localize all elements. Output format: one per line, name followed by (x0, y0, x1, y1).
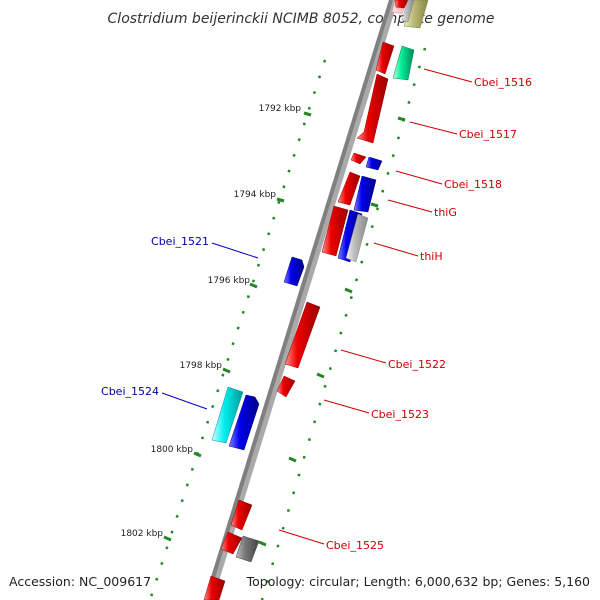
label-cbei-1522[interactable]: Cbei_1522 (388, 358, 446, 371)
leader-cbei-1518 (395, 170, 443, 185)
leader-cbei-1522 (340, 349, 387, 364)
gene-cbei-1516-teal[interactable] (392, 45, 415, 81)
gene-cbei-1524-blue[interactable] (228, 394, 260, 451)
gene-thih-red[interactable] (321, 205, 349, 257)
map-title: Clostridium beijerinckii NCIMB 8052, com… (108, 11, 495, 27)
leader-cbei-1516 (423, 68, 473, 83)
gene-bottom-red[interactable] (203, 575, 226, 600)
gene-cbei-1523[interactable] (276, 375, 296, 398)
backbone-shadow (207, 0, 398, 600)
label-thig[interactable]: thiG (434, 206, 457, 219)
tick-label-1796: 1796 kbp (208, 276, 251, 286)
leader-lines (161, 68, 473, 545)
gene-small-red[interactable] (350, 152, 367, 165)
kbp-labels: 1792 kbp 1794 kbp 1796 kbp 1798 kbp 1800… (121, 104, 302, 539)
label-cbei-1521[interactable]: Cbei_1521 (151, 235, 209, 248)
gene-cbei-1521[interactable] (283, 256, 305, 287)
gene-thig-blue[interactable] (353, 175, 377, 213)
label-cbei-1516[interactable]: Cbei_1516 (474, 76, 532, 89)
gene-cbei-1525-mid[interactable] (220, 531, 243, 555)
leader-cbei-1521 (211, 242, 259, 259)
gene-partial-red[interactable] (394, 0, 409, 9)
leader-thig (387, 199, 433, 213)
tick-label-1792: 1792 kbp (259, 104, 302, 114)
label-thih[interactable]: thiH (420, 250, 443, 263)
tick-label-1798: 1798 kbp (180, 361, 223, 371)
label-cbei-1524[interactable]: Cbei_1524 (101, 385, 159, 398)
major-ticks-outer (258, 116, 406, 547)
gene-cbei-1517[interactable] (356, 73, 389, 144)
gene-thih-grey[interactable] (345, 213, 369, 263)
gene-thig[interactable] (337, 171, 361, 206)
genome-summary-text: Topology: circular; Length: 6,000,632 bp… (246, 574, 590, 589)
gene-cbei-1522[interactable] (284, 301, 321, 369)
reverse-genes (211, 256, 305, 451)
gene-cbei-1524-cyan[interactable] (211, 386, 244, 444)
outer-tick-track (260, 47, 427, 600)
gene-labels: Cbei_1516 Cbei_1517 Cbei_1518 thiG thiH … (101, 76, 532, 552)
forward-genes (203, 0, 429, 600)
label-cbei-1518[interactable]: Cbei_1518 (444, 178, 502, 191)
gene-cbei-1525-grey[interactable] (235, 535, 260, 563)
gene-cbei-1516-red[interactable] (375, 41, 395, 75)
leader-cbei-1524 (161, 392, 208, 410)
accession-text: Accession: NC_009617 (9, 574, 151, 589)
gene-cbei-1518[interactable] (365, 156, 383, 171)
tick-label-1802: 1802 kbp (121, 529, 164, 539)
gene-lightgrey-top[interactable] (401, 0, 415, 23)
leader-cbei-1517 (409, 121, 458, 135)
leader-thih (373, 242, 419, 257)
leader-cbei-1525 (278, 529, 325, 545)
leader-cbei-1523 (323, 399, 370, 414)
major-ticks-inner (163, 111, 312, 542)
genome-backbone (204, 0, 393, 600)
tick-label-1800: 1800 kbp (151, 445, 194, 455)
label-cbei-1525[interactable]: Cbei_1525 (326, 539, 384, 552)
tick-label-1794: 1794 kbp (234, 190, 277, 200)
label-cbei-1517[interactable]: Cbei_1517 (459, 128, 517, 141)
gene-cbei-1525-top[interactable] (230, 499, 253, 531)
label-cbei-1523[interactable]: Cbei_1523 (371, 408, 429, 421)
